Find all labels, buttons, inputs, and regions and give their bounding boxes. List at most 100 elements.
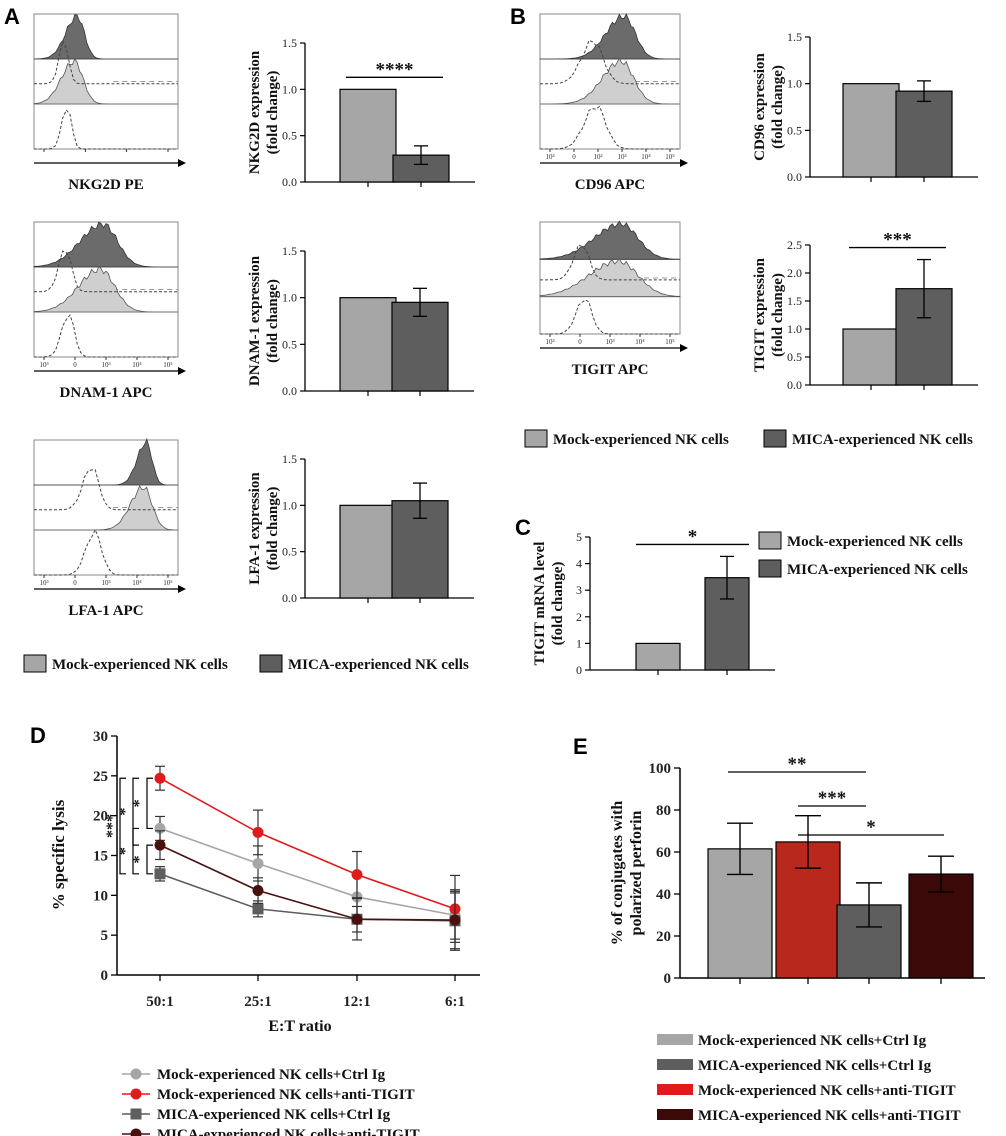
- y-axis-label-line: (fold change): [265, 279, 281, 363]
- significance-label: *: [866, 817, 876, 838]
- histogram-tick-label: 10⁵: [665, 338, 675, 346]
- histogram-tick-label: 10⁵: [665, 153, 675, 161]
- y-tick-label: 0.0: [787, 170, 802, 184]
- panel-letter-b: B: [510, 4, 526, 29]
- isotype-curve: [34, 109, 178, 150]
- isotype-curve: [34, 250, 178, 293]
- histogram-mock: [33, 57, 178, 105]
- legend-label: MICA-experienced NK cells+Ctrl Ig: [698, 1058, 932, 1074]
- histogram-mica: [540, 13, 680, 60]
- legend-label: MICA-experienced NK cells: [787, 562, 968, 578]
- significance-bracket: [146, 844, 153, 875]
- y-tick-label: 30: [93, 729, 108, 745]
- significance-label: ***: [883, 230, 912, 251]
- y-axis-label-line: (fold change): [770, 65, 786, 149]
- y-tick-label: 0.0: [282, 591, 297, 605]
- significance-label: ***: [104, 814, 121, 838]
- legend-label: Mock-experienced NK cells+Ctrl Ig: [157, 1067, 386, 1083]
- isotype-curve: [540, 299, 680, 335]
- legend-marker: [130, 1108, 142, 1120]
- isotype-curve: [540, 39, 681, 85]
- y-axis-label: % specific lysis: [49, 799, 68, 910]
- y-tick-label: 0: [576, 663, 582, 677]
- y-tick-label: 1.5: [282, 452, 297, 466]
- data-point: [351, 913, 363, 925]
- histogram-marker-label: DNAM-1 APC: [60, 385, 153, 401]
- y-axis-label: % of conjugates with polarized perforin: [609, 801, 645, 946]
- histogram-mica: [33, 221, 178, 268]
- bar: [842, 328, 900, 386]
- histogram-frame: [33, 439, 179, 576]
- data-point: [252, 826, 264, 838]
- histogram-mica: [539, 220, 681, 260]
- y-tick-label: 5: [576, 530, 582, 544]
- data-point: [252, 885, 264, 897]
- histogram-tick-label: 10²: [593, 153, 602, 161]
- y-tick-label: 80: [656, 803, 671, 819]
- axis-arrow: [680, 159, 688, 167]
- histogram-marker-label: CD96 APC: [575, 177, 645, 193]
- y-tick-label: 10: [93, 888, 108, 904]
- axis-arrow: [178, 367, 186, 375]
- legend-swatch: [259, 654, 283, 673]
- significance-label: *: [688, 526, 698, 547]
- legend-swatch: [23, 654, 47, 673]
- histogram-tick-label: 10³: [617, 153, 626, 161]
- histogram-tick-label: 10³: [545, 153, 554, 161]
- histogram-tick-label: 10⁵: [163, 579, 173, 587]
- panel-letter-d: D: [30, 723, 46, 748]
- bar: [339, 297, 397, 392]
- significance-label: **: [788, 754, 807, 775]
- legend-panel-e: Mock-experienced NK cells+Ctrl Ig MICA-ex…: [657, 1033, 961, 1124]
- y-axis-label-line: LFA-1 expression: [247, 472, 263, 585]
- legend-marker: [130, 1068, 142, 1080]
- legend-label: MICA-experienced NK cells+anti-TIGIT: [698, 1108, 961, 1124]
- legend-label: Mock-experienced NK cells: [553, 432, 729, 448]
- significance-label: *: [117, 808, 134, 816]
- y-tick-label: 1.0: [282, 291, 297, 305]
- y-tick-label: 20: [93, 809, 108, 825]
- y-axis-label-line: (fold change): [550, 562, 566, 646]
- legend-swatch: [524, 429, 548, 448]
- y-tick-label: 1.5: [787, 294, 802, 308]
- y-tick-label: 15: [93, 849, 108, 865]
- panel-letter-a: A: [4, 4, 20, 29]
- y-tick-label: 2.0: [787, 266, 802, 280]
- legend-panel-c: Mock-experienced NK cells MICA-experience…: [758, 531, 968, 578]
- y-tick-label: 0.5: [787, 350, 802, 364]
- histogram-mica: [33, 14, 178, 60]
- y-tick-label: 20: [656, 929, 671, 945]
- x-tick-label: 12:1: [343, 994, 371, 1010]
- histogram-tick-label: 10³: [39, 361, 48, 369]
- y-axis-label-line: NKG2D expression: [247, 50, 263, 174]
- x-axis-label: E:T ratio: [268, 1018, 331, 1035]
- y-tick-label: 5: [101, 928, 109, 944]
- legend-label: Mock-experienced NK cells+anti-TIGIT: [698, 1083, 956, 1099]
- data-point: [252, 903, 264, 915]
- y-axis-label-line: TIGIT expression: [752, 257, 768, 372]
- histogram-tick-label: 10⁵: [163, 361, 173, 369]
- histogram-tick-label: 0: [572, 153, 576, 161]
- significance-bracket: [132, 827, 139, 875]
- legend-label: MICA-experienced NK cells: [288, 657, 469, 673]
- bar-chart-tigit-mrna: 0 1 2 3 4 5 TIGIT mRNA level (fold change) *: [532, 526, 775, 677]
- histogram-frame: [33, 13, 179, 150]
- legend-swatch: [758, 559, 782, 578]
- bar: [339, 504, 397, 599]
- significance-label: ****: [376, 59, 414, 80]
- panel-letter-e: E: [573, 734, 588, 759]
- significance-label: *: [117, 847, 134, 855]
- y-tick-label: 0: [101, 968, 109, 984]
- y-axis-label-line: (fold change): [770, 273, 786, 357]
- series-line: [159, 844, 456, 921]
- legend-swatch: [758, 531, 782, 550]
- histogram-tick-label: 0: [73, 361, 77, 369]
- histogram-tigit: 10³ 0 10³ 10⁴ 10⁵ TIGIT APC: [539, 220, 688, 378]
- histogram-mock: [33, 265, 178, 313]
- y-axis-label: TIGIT expression (fold change): [752, 257, 786, 372]
- legend-swatch: [763, 429, 787, 448]
- histogram-tick-label: 0: [73, 579, 77, 587]
